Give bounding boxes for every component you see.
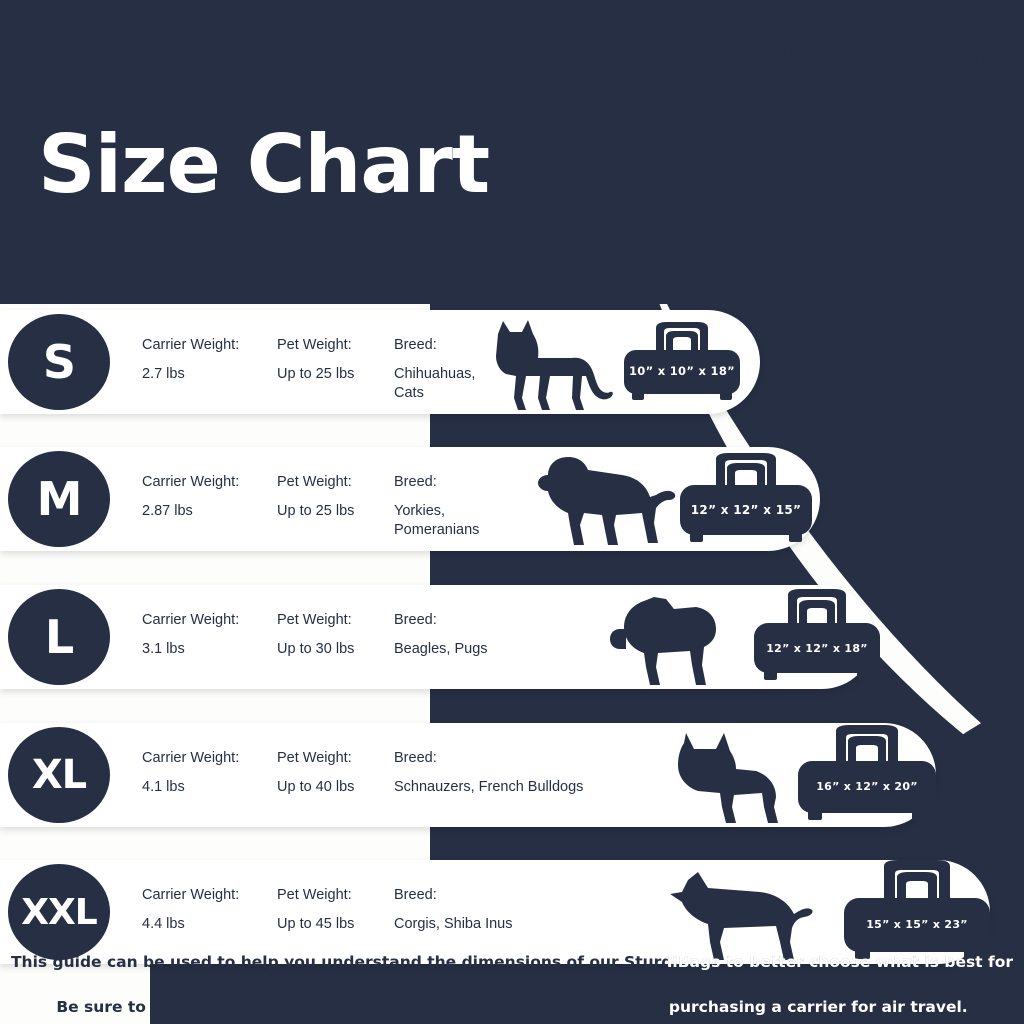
bag-dimensions-xl: 16” x 12” x 20”: [816, 780, 918, 793]
size-badge-m: M: [8, 451, 110, 547]
carrier-weight-value: 2.7 lbs: [142, 366, 185, 383]
row-bar: [0, 723, 936, 827]
pet-weight-label: Pet Weight:: [277, 612, 352, 628]
carrier-weight-value: 4.1 lbs: [142, 779, 185, 796]
breed-label: Breed:: [394, 612, 437, 628]
breed-label: Breed:: [394, 474, 437, 490]
cat-silhouette-icon: [496, 320, 613, 410]
carrier-weight-label: Carrier Weight:: [142, 750, 240, 766]
breed-label: Breed:: [394, 337, 437, 353]
breed-field-xl: Breed: Schnauzers, French Bulldogs: [394, 749, 714, 797]
carrier-weight-label: Carrier Weight:: [142, 337, 240, 353]
pet-weight-value: Up to 30 lbs: [277, 641, 355, 658]
size-badge-l: L: [8, 589, 110, 685]
pet-weight-field-l: Pet Weight: Up to 30 lbs: [277, 611, 389, 659]
terrier-dog-silhouette-icon: [538, 457, 676, 545]
pet-weight-value: Up to 25 lbs: [277, 366, 355, 383]
carrier-weight-value: 4.4 lbs: [142, 916, 185, 933]
footer-note: This guide can be used to help you under…: [0, 951, 1024, 1018]
duffel-bag-icon-m: 12” x 12” x 15”: [678, 453, 814, 547]
duffel-bag-icon-s: 10” x 10” x 18”: [622, 322, 742, 406]
size-badge-s: S: [8, 314, 110, 410]
duffel-bag-icon-xxl: 15” x 15” x 23”: [842, 860, 992, 960]
shiba-inu-silhouette-icon: [670, 872, 813, 960]
svg-text:FLEX-HEIGHT PET CARRIER: FLEX-HEIGHT PET CARRIER: [793, 128, 972, 150]
breed-value: Yorkies, Pomeranians: [394, 503, 480, 539]
carrier-weight-field-m: Carrier Weight: 2.87 lbs: [142, 473, 277, 521]
duffel-bag-icon-l: 12” x 12” x 18”: [752, 589, 882, 685]
pet-weight-field-m: Pet Weight: Up to 25 lbs: [277, 473, 389, 521]
pet-weight-label: Pet Weight:: [277, 750, 352, 766]
bag-dimensions-l: 12” x 12” x 18”: [766, 642, 868, 655]
page-title: Size Chart: [38, 118, 490, 211]
carrier-weight-field-l: Carrier Weight: 3.1 lbs: [142, 611, 277, 659]
hexagon-outline-icon: [759, 0, 1007, 157]
breed-value: Chihuahuas, Cats: [394, 366, 476, 402]
carrier-weight-label: Carrier Weight:: [142, 612, 240, 628]
row-bar: [0, 585, 874, 689]
breed-value: Corgis, Shiba Inus: [394, 916, 513, 933]
bag-dimensions-s: 10” x 10” x 18”: [628, 364, 736, 378]
carrier-weight-field-s: Carrier Weight: 2.7 lbs: [142, 336, 277, 384]
bag-dimensions-xxl: 15” x 15” x 23”: [866, 918, 968, 931]
footer-line-1: This guide can be used to help you under…: [10, 952, 1014, 994]
pet-weight-field-s: Pet Weight: Up to 25 lbs: [277, 336, 389, 384]
breed-field-m: Breed: Yorkies, Pomeranians: [394, 473, 654, 540]
pet-weight-value: Up to 45 lbs: [277, 916, 355, 933]
footer-line-2: Be sure to check with your airline for i…: [56, 997, 968, 1016]
curve-body-shape: [560, 0, 1024, 760]
carrier-weight-value: 2.87 lbs: [142, 503, 193, 520]
logo-tagline: FLEX-HEIGHT PET CARRIER: [793, 128, 972, 150]
logo-tagline-text: FLEX-HEIGHT PET CARRIER: [793, 128, 971, 150]
size-badge-xxl: XXL: [8, 864, 110, 960]
breed-field-s: Breed: Chihuahuas, Cats: [394, 336, 654, 403]
pet-weight-label: Pet Weight:: [277, 474, 352, 490]
pet-weight-value: Up to 40 lbs: [277, 779, 355, 796]
breed-field-l: Breed: Beagles, Pugs: [394, 611, 654, 659]
carrier-weight-label: Carrier Weight:: [142, 474, 240, 490]
french-bulldog-silhouette-icon: [678, 733, 778, 823]
pet-weight-field-xxl: Pet Weight: Up to 45 lbs: [277, 886, 389, 934]
pet-weight-value: Up to 25 lbs: [277, 503, 355, 520]
pet-weight-label: Pet Weight:: [277, 887, 352, 903]
breed-label: Breed:: [394, 750, 437, 766]
pet-weight-label: Pet Weight:: [277, 337, 352, 353]
bag-dimensions-m: 12” x 12” x 15”: [690, 503, 802, 517]
breed-value: Beagles, Pugs: [394, 641, 488, 658]
carrier-weight-field-xxl: Carrier Weight: 4.4 lbs: [142, 886, 277, 934]
breed-field-xxl: Breed: Corgis, Shiba Inus: [394, 886, 694, 934]
carrier-weight-field-xl: Carrier Weight: 4.1 lbs: [142, 749, 277, 797]
carrier-weight-value: 3.1 lbs: [142, 641, 185, 658]
pet-weight-field-xl: Pet Weight: Up to 40 lbs: [277, 749, 389, 797]
duffel-bag-icon-xl: 16” x 12” x 20”: [796, 725, 938, 823]
breed-value: Schnauzers, French Bulldogs: [394, 779, 584, 796]
sturdibag-logo: SturdiBag FLEX-HEIGHT PET CARRIER: [748, 0, 1018, 158]
size-badge-xl: XL: [8, 727, 110, 823]
carrier-weight-label: Carrier Weight:: [142, 887, 240, 903]
logo-wordmark: SturdiBag: [753, 20, 1014, 76]
pug-dog-silhouette-icon: [610, 597, 716, 685]
breed-label: Breed:: [394, 887, 437, 903]
row-bar: [0, 860, 990, 964]
